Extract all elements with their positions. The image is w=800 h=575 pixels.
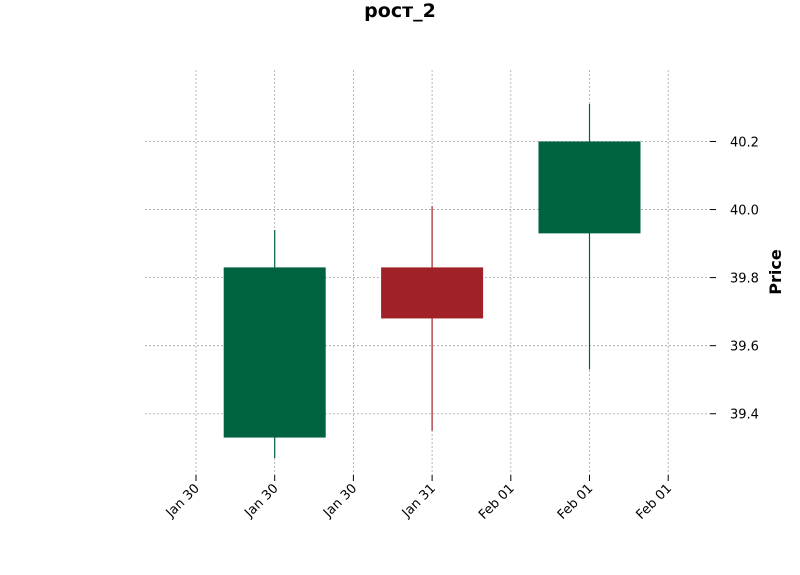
y-tick-label: 40.0	[730, 204, 759, 219]
x-tick-label: Feb 01	[476, 481, 518, 523]
candle-body	[381, 267, 484, 319]
x-tick-label: Jan 31	[399, 481, 439, 521]
y-axis: 39.4 39.6 39.8 40.0 40.2	[710, 135, 759, 423]
y-axis-label: Price	[766, 249, 785, 295]
x-tick-label: Jan 30	[241, 481, 281, 521]
candle-down	[381, 206, 484, 431]
x-tick-label: Feb 01	[555, 481, 597, 523]
x-tick-label: Jan 30	[320, 481, 360, 521]
candle-up	[223, 229, 326, 458]
chart-title: рост_2	[364, 0, 436, 22]
x-tick-label: Jan 30	[163, 481, 203, 521]
candle-up	[538, 104, 641, 370]
x-axis: Jan 30 Jan 30 Jan 30 Jan 31 Feb 01 Feb 01 Feb …	[163, 475, 675, 523]
y-tick-label: 39.8	[730, 272, 759, 287]
x-tick-label: Feb 01	[634, 481, 676, 523]
y-tick-label: 39.4	[730, 408, 759, 423]
y-tick-label: 39.6	[730, 340, 759, 355]
y-tick-label: 40.2	[730, 135, 759, 150]
candle-body	[223, 267, 326, 438]
candles	[223, 104, 641, 458]
candle-body	[538, 141, 641, 234]
